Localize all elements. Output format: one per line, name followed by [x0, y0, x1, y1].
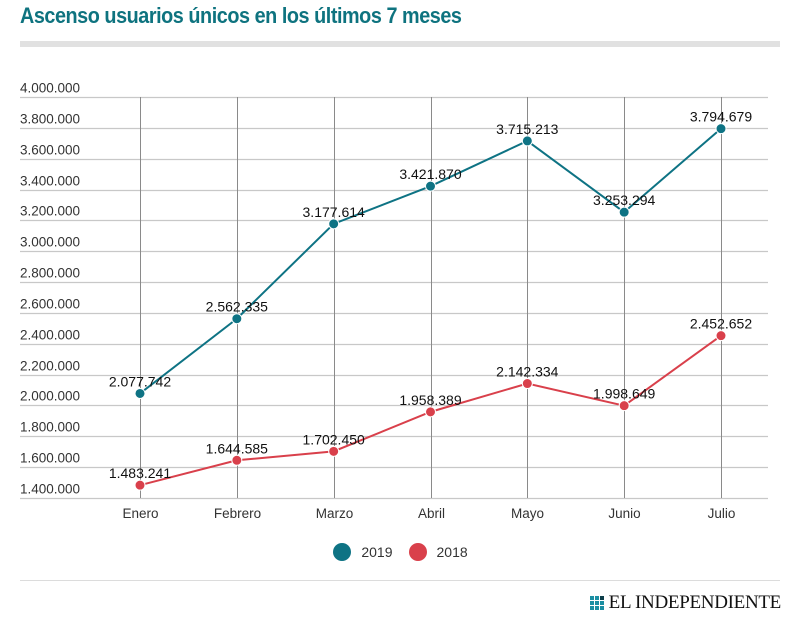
y-tick-label: 3.600.000 — [20, 143, 80, 158]
chart-title: Ascenso usuarios únicos en los últimos 7… — [20, 3, 462, 28]
y-tick-label: 2.600.000 — [20, 297, 80, 312]
brand-logo: EL INDEPENDIENTE — [589, 592, 782, 614]
y-tick-label: 1.800.000 — [20, 420, 80, 435]
y-tick-label: 2.800.000 — [20, 266, 80, 281]
horizontal-gridlines — [20, 96, 768, 500]
vertical-gridlines — [140, 97, 722, 498]
data-label-2018: 2.452.652 — [690, 316, 752, 332]
data-label-2018: 1.702.450 — [303, 431, 365, 447]
data-label-2019: 3.421.870 — [399, 166, 461, 182]
data-point-2018 — [521, 378, 533, 390]
data-label-2019: 3.794.679 — [690, 109, 752, 125]
data-label-2018: 2.142.334 — [496, 364, 558, 380]
legend-item-2018[interactable]: 2018 — [408, 543, 468, 561]
data-point-2018 — [715, 330, 727, 342]
x-tick-label: Marzo — [316, 506, 354, 521]
data-point-2018 — [425, 406, 436, 418]
x-axis-tick-labels: Enero Febrero Marzo Abril Mayo Junio Julio — [122, 506, 735, 521]
y-tick-label: 3.800.000 — [20, 112, 80, 127]
data-point-2018 — [231, 454, 243, 466]
data-label-2018: 1.644.585 — [206, 440, 268, 456]
x-tick-label: Junio — [608, 506, 640, 521]
data-label-2018: 1.483.241 — [109, 465, 171, 481]
footer-divider — [20, 580, 780, 581]
data-label-2019: 3.715.213 — [496, 121, 558, 137]
legend-label-2019: 2019 — [361, 544, 393, 560]
data-label-2018: 1.998.649 — [593, 386, 655, 402]
data-point-2018 — [134, 479, 146, 491]
x-tick-label: Abril — [418, 506, 445, 521]
data-point-2019 — [328, 218, 340, 230]
series-points — [134, 123, 727, 491]
x-tick-label: Julio — [708, 506, 736, 521]
legend: 2019 2018 — [0, 543, 801, 561]
data-label-2019: 3.177.614 — [303, 204, 365, 220]
y-tick-label: 2.400.000 — [20, 328, 80, 343]
data-point-2019 — [425, 180, 436, 192]
legend-label-2018: 2018 — [436, 544, 468, 560]
line-chart: 4.000.000 3.800.000 3.600.000 3.400.000 3.20… — [20, 81, 768, 521]
data-label-2019: 2.562.335 — [206, 299, 268, 315]
data-label-2019: 2.077.742 — [109, 373, 171, 389]
data-point-2019 — [134, 387, 146, 399]
x-tick-label: Febrero — [214, 506, 261, 521]
y-tick-label: 1.400.000 — [20, 482, 80, 497]
data-label-2018: 1.958.389 — [399, 392, 461, 408]
y-tick-label: 2.200.000 — [20, 359, 80, 374]
data-point-2019 — [715, 123, 727, 135]
y-tick-label: 3.200.000 — [20, 204, 80, 219]
data-labels: 2.077.742 2.562.335 3.177.614 3.421.870 3.71… — [109, 109, 752, 481]
x-tick-label: Mayo — [511, 506, 544, 521]
data-point-2018 — [328, 445, 340, 457]
data-point-2019 — [231, 313, 243, 325]
y-tick-label: 3.400.000 — [20, 174, 80, 189]
brand-name: EL INDEPENDIENTE — [608, 592, 782, 613]
y-tick-label: 4.000.000 — [20, 81, 80, 96]
y-tick-label: 2.000.000 — [20, 389, 80, 404]
data-point-2019 — [618, 206, 630, 218]
logo-grid-icon — [589, 596, 604, 610]
data-point-2018 — [618, 400, 630, 412]
data-label-2019: 3.253.294 — [593, 192, 655, 208]
y-axis-tick-labels: 4.000.000 3.800.000 3.600.000 3.400.000 3.20… — [20, 81, 80, 497]
y-tick-label: 1.600.000 — [20, 451, 80, 466]
data-point-2019 — [521, 135, 533, 147]
x-tick-label: Enero — [122, 506, 158, 521]
legend-swatch-2018 — [408, 543, 427, 561]
title-divider — [20, 41, 780, 47]
legend-item-2019[interactable]: 2019 — [333, 543, 393, 561]
legend-swatch-2019 — [333, 543, 352, 561]
y-tick-label: 3.000.000 — [20, 235, 80, 250]
